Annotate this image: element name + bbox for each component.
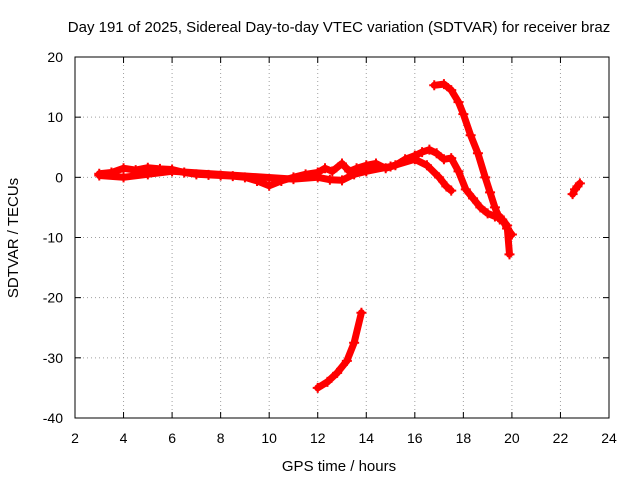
data-point — [574, 178, 585, 189]
x-tick-label: 24 — [601, 430, 617, 446]
data-point — [502, 220, 513, 231]
data-point — [468, 193, 479, 204]
data-point — [142, 169, 153, 180]
x-tick-label: 2 — [71, 430, 79, 446]
data-point — [438, 154, 449, 165]
x-tick-label: 6 — [168, 430, 176, 446]
y-tick-label: -20 — [43, 290, 63, 306]
data-point — [337, 158, 347, 169]
data-point — [288, 174, 299, 185]
x-tick-label: 20 — [504, 430, 520, 446]
data-point — [431, 148, 442, 159]
data-point — [264, 180, 275, 191]
data-point — [361, 166, 372, 177]
series-secondary-track — [95, 155, 455, 195]
data-point — [504, 249, 515, 260]
data-point — [458, 109, 469, 120]
data-point — [118, 163, 129, 174]
y-tick-label: -10 — [43, 230, 63, 246]
data-point — [324, 174, 335, 185]
data-point — [349, 169, 360, 180]
data-point — [356, 307, 367, 318]
data-point — [332, 367, 343, 378]
y-tick-label: -30 — [43, 350, 63, 366]
data-point — [475, 202, 486, 213]
data-point — [167, 166, 178, 177]
data-point — [409, 154, 420, 165]
data-point — [472, 148, 483, 159]
y-tick-label: 0 — [55, 169, 63, 185]
data-point — [446, 185, 457, 196]
data-point — [485, 187, 496, 198]
data-point — [489, 202, 500, 213]
data-point — [385, 161, 396, 172]
x-tick-label: 12 — [310, 430, 326, 446]
data-point — [460, 184, 471, 195]
y-tick-label: -40 — [43, 410, 63, 426]
data-point — [327, 166, 338, 177]
data-point — [341, 355, 352, 366]
data-point — [446, 153, 457, 164]
x-tick-label: 18 — [456, 430, 472, 446]
y-tick-label: 10 — [47, 109, 63, 125]
data-point — [322, 376, 333, 387]
x-tick-label: 14 — [358, 430, 374, 446]
series-low-branch — [314, 309, 365, 392]
data-point — [482, 208, 493, 219]
grid-lines — [75, 57, 609, 418]
data-point — [312, 172, 323, 183]
x-axis-label: GPS time / hours — [282, 458, 396, 475]
data-point — [118, 172, 129, 183]
data-point — [312, 382, 323, 393]
data-point — [337, 175, 347, 186]
data-point — [429, 80, 440, 91]
data-point — [453, 166, 464, 177]
data-point — [94, 170, 105, 181]
data-point — [320, 163, 331, 174]
x-tick-label: 16 — [407, 430, 423, 446]
chart-title: Day 191 of 2025, Sidereal Day-to-day VTE… — [68, 19, 610, 36]
x-tick-label: 4 — [120, 430, 128, 446]
data-point — [453, 97, 464, 108]
data-point — [438, 79, 449, 90]
x-tick-label: 8 — [217, 430, 225, 446]
data-point — [446, 85, 457, 96]
data-point — [421, 160, 432, 171]
data-point — [465, 130, 476, 141]
data-point — [494, 211, 505, 222]
y-axis: -40 -30 -20 -10 0 10 20 — [43, 49, 609, 426]
y-tick-label: 20 — [47, 49, 63, 65]
data-series — [94, 79, 585, 393]
data-point — [424, 144, 435, 155]
y-axis-label: SDTVAR / TECUs — [5, 178, 22, 298]
x-axis: 2 4 6 8 10 12 14 16 18 20 22 24 — [71, 57, 617, 446]
series-segment-22h — [569, 179, 584, 198]
x-tick-label: 10 — [261, 430, 277, 446]
data-point — [480, 172, 491, 183]
series-high-branch — [430, 80, 504, 223]
data-point — [349, 337, 360, 348]
x-tick-label: 22 — [553, 430, 569, 446]
data-point — [434, 172, 445, 183]
data-point — [417, 147, 428, 158]
